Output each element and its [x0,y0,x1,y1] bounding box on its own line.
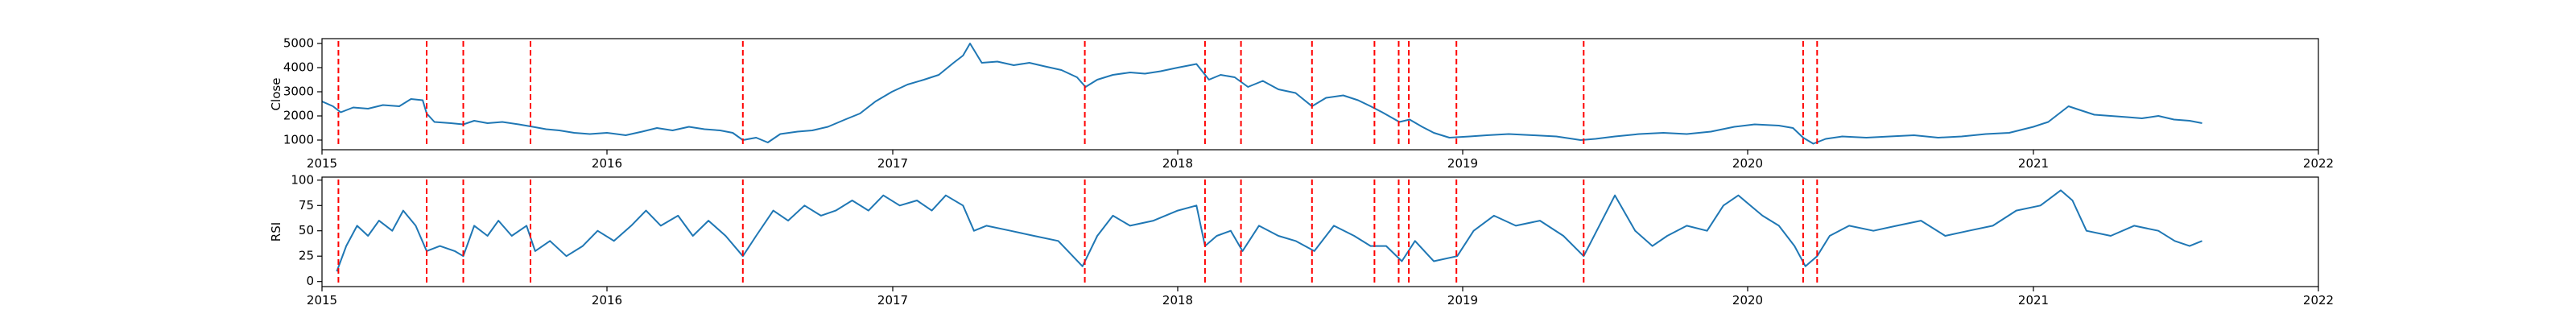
data-line [321,43,2202,145]
x-tick-label: 2019 [1447,293,1478,308]
y-tick-label: 4000 [283,60,314,75]
x-tick-label: 2021 [2018,156,2049,171]
y-tick-label: 25 [299,249,314,263]
x-tick-label: 2017 [877,293,908,308]
x-tick-label: 2018 [1162,293,1193,308]
y-tick-label: 75 [299,198,314,213]
x-tick-label: 2015 [307,293,337,308]
data-line [336,189,2202,272]
y-tick-label: 2000 [283,109,314,123]
x-tick-label: 2015 [307,156,337,171]
y-tick-label: 1000 [283,133,314,147]
y-tick-label: 50 [299,223,314,237]
y-axis-label: RSI [269,222,283,242]
x-tick-label: 2020 [1732,156,1763,171]
x-tick-label: 2018 [1162,156,1193,171]
axes-frame [321,38,2319,151]
x-tick-label: 2017 [877,156,908,171]
axes-frame [321,176,2319,287]
y-tick-label: 100 [291,172,314,187]
x-tick-label: 2022 [2303,156,2334,171]
x-tick-label: 2022 [2303,293,2334,308]
y-tick-label: 5000 [283,36,314,51]
y-tick-label: 0 [306,274,314,288]
y-axis-label: Close [269,78,283,111]
x-tick-label: 2019 [1447,156,1478,171]
y-tick-label: 3000 [283,85,314,99]
x-tick-label: 2021 [2018,293,2049,308]
x-tick-label: 2016 [592,156,622,171]
close-price-chart: 1000 2000 3000 4000 5000 2015 2016 2017 2018 2019… [269,36,2334,171]
x-tick-label: 2020 [1732,293,1763,308]
rsi-chart: 0 25 50 75 100 2015 2016 2017 2018 2019 2020 2021 20… [269,172,2334,308]
x-tick-label: 2016 [592,293,622,308]
